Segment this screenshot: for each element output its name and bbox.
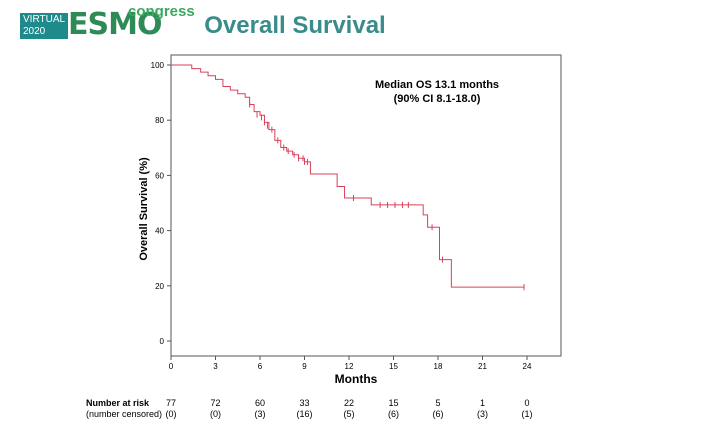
- y-tick-label: 40: [155, 227, 164, 236]
- x-tick-label: 15: [389, 362, 398, 371]
- risk-at-risk-value: 15: [388, 398, 399, 408]
- x-axis-label: Months: [335, 372, 378, 386]
- risk-censored-value: (0): [165, 409, 177, 419]
- slide-title: Overall Survival: [204, 12, 386, 39]
- risk-at-risk-value: 22: [343, 398, 354, 408]
- risk-at-risk-value: 72: [210, 398, 221, 408]
- y-tick-label: 100: [151, 61, 165, 70]
- median-annotation-line1: Median OS 13.1 months: [375, 79, 499, 91]
- esmo-logo: VIRTUAL 2020 ESMO congress: [20, 3, 195, 42]
- censor-marks: [249, 101, 525, 291]
- x-tick-label: 21: [478, 362, 487, 371]
- median-annotation-line2: (90% CI 8.1-18.0): [394, 93, 481, 105]
- risk-at-risk-value: 33: [299, 398, 310, 408]
- risk-censored-value: (6): [388, 409, 399, 419]
- x-tick-label: 6: [258, 362, 263, 371]
- plot-frame: [170, 54, 562, 357]
- logo-line1: VIRTUAL: [23, 14, 66, 25]
- risk-at-risk-value: 1: [479, 398, 485, 408]
- risk-censored-value: (1): [521, 409, 533, 419]
- risk-label-at-risk: Number at risk: [86, 398, 150, 408]
- x-tick-label: 0: [169, 362, 174, 371]
- x-tick-label: 18: [434, 362, 443, 371]
- risk-at-risk-value: 60: [254, 398, 265, 408]
- risk-at-risk-value: 5: [435, 398, 441, 408]
- y-tick-label: 0: [160, 337, 165, 346]
- risk-censored-value: (3): [254, 409, 266, 419]
- logo-line2: 2020: [23, 26, 46, 37]
- x-tick-label: 12: [345, 362, 354, 371]
- risk-label-censored: (number censored): [86, 409, 163, 419]
- x-tick-label: 24: [523, 362, 532, 371]
- risk-censored-value: (0): [210, 409, 221, 419]
- risk-censored-value: (16): [296, 409, 313, 419]
- risk-censored-value: (6): [432, 409, 444, 419]
- risk-censored-value: (3): [477, 409, 488, 419]
- chart-ticks: 0 20 40 60 80 100 0 3 6 9 12 15 18 21 24: [151, 61, 532, 371]
- logo-virtual-box: VIRTUAL 2020: [20, 13, 68, 39]
- y-tick-label: 20: [155, 282, 164, 291]
- logo-suffix: congress: [128, 3, 195, 20]
- y-axis-label: Overall Survival (%): [138, 157, 150, 261]
- x-tick-label: 3: [213, 362, 218, 371]
- y-tick-label: 60: [155, 171, 164, 180]
- risk-at-risk-value: 0: [524, 398, 530, 408]
- logo-brand-text: ESMO: [68, 7, 162, 42]
- y-tick-label: 80: [155, 116, 164, 125]
- x-tick-label: 9: [302, 362, 307, 371]
- logo-brand: ESMO: [68, 7, 162, 42]
- risk-at-risk-value: 77: [165, 398, 176, 408]
- risk-censored-value: (5): [343, 409, 355, 419]
- chart-axes: [170, 54, 562, 357]
